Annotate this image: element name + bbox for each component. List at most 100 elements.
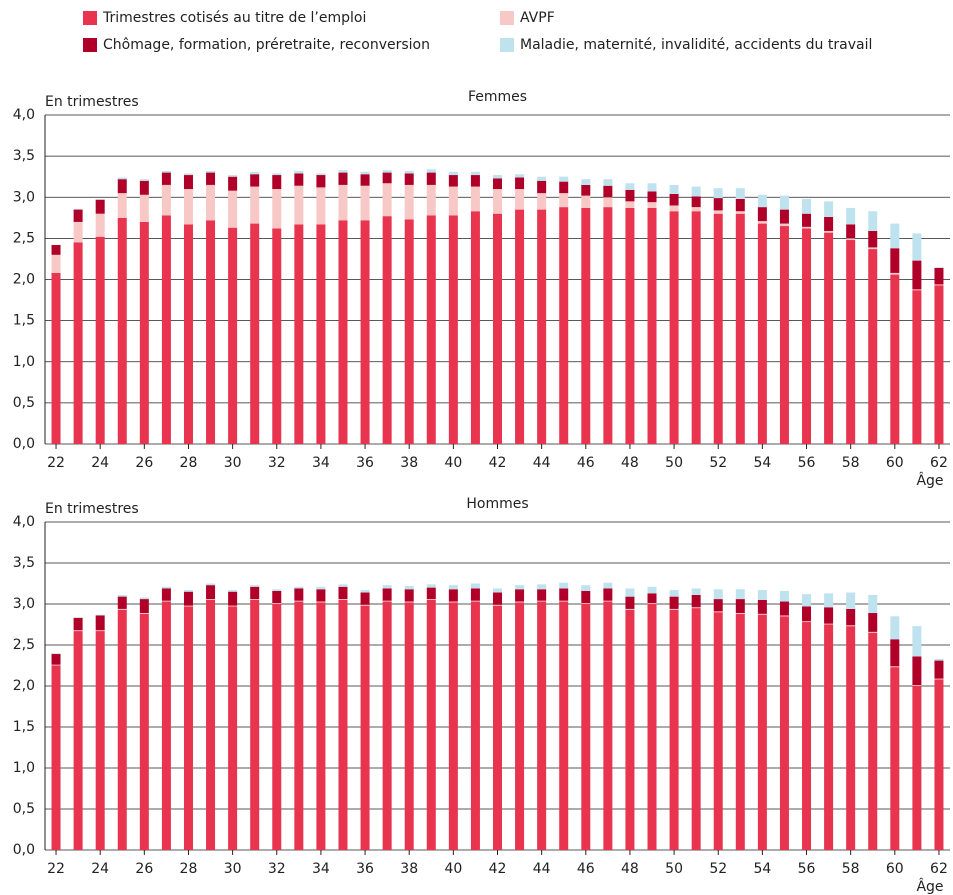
chart-title: Hommes bbox=[466, 496, 528, 512]
x-tick-label: 54 bbox=[753, 861, 771, 877]
x-tick-label: 36 bbox=[356, 861, 374, 877]
bar-segment bbox=[757, 599, 767, 614]
bar-segment bbox=[934, 284, 944, 286]
bar-segment bbox=[515, 177, 525, 190]
bar-segment bbox=[757, 614, 767, 850]
bar-segment bbox=[824, 593, 834, 608]
y-tick-label: 2,5 bbox=[13, 230, 35, 246]
bar-segment bbox=[603, 601, 613, 850]
bar-segment bbox=[735, 613, 745, 614]
bar-segment bbox=[117, 217, 127, 444]
x-tick-label: 30 bbox=[224, 455, 242, 471]
bar-segment bbox=[493, 588, 502, 593]
bar-segment bbox=[757, 207, 767, 222]
bar-segment bbox=[51, 272, 61, 444]
bar-segment bbox=[360, 590, 370, 593]
bar-segment bbox=[669, 193, 679, 206]
bar-segment bbox=[757, 223, 767, 444]
bar-segment bbox=[669, 205, 679, 212]
bar-segment bbox=[559, 582, 569, 589]
bar-segment bbox=[735, 613, 745, 850]
bar-segment bbox=[139, 613, 149, 614]
bar-segment bbox=[382, 216, 392, 444]
bar-segment bbox=[757, 613, 767, 615]
bar-segment bbox=[824, 216, 834, 231]
bar-segment bbox=[735, 211, 745, 214]
bar-segment bbox=[912, 260, 922, 290]
bar-segment bbox=[603, 185, 613, 198]
bar-segment bbox=[95, 614, 105, 616]
bar-segment bbox=[426, 215, 436, 444]
bar-segment bbox=[603, 582, 613, 589]
bar-segment bbox=[51, 664, 61, 666]
bar-segment bbox=[912, 626, 922, 657]
bar-segment bbox=[206, 184, 216, 221]
bar-segment bbox=[183, 189, 193, 225]
x-tick-label: 44 bbox=[533, 861, 551, 877]
bar-segment bbox=[338, 586, 348, 600]
bar-segment bbox=[95, 198, 105, 200]
bar-segment bbox=[448, 589, 458, 602]
bar-segment bbox=[73, 631, 83, 850]
bar-segment bbox=[846, 238, 856, 241]
bar-segment bbox=[559, 600, 569, 602]
bar-segment bbox=[647, 593, 657, 604]
bar-segment bbox=[382, 183, 392, 217]
bar-segment bbox=[338, 599, 348, 600]
bar-segment bbox=[912, 686, 922, 850]
x-tick-label: 48 bbox=[621, 455, 639, 471]
x-tick-label: 52 bbox=[709, 455, 727, 471]
bar-segment bbox=[669, 608, 679, 610]
bar-segment bbox=[382, 585, 392, 589]
bar-segment bbox=[802, 621, 812, 623]
bar-segment bbox=[294, 586, 304, 589]
bar-segment bbox=[802, 606, 812, 622]
bar-segment bbox=[735, 198, 745, 212]
bar-segment bbox=[669, 596, 679, 609]
bar-segment bbox=[537, 601, 547, 850]
bar-segment bbox=[912, 685, 922, 686]
bar-segment bbox=[338, 172, 348, 185]
bar-segment bbox=[316, 173, 326, 176]
bar-segment bbox=[250, 171, 260, 175]
bar-segment bbox=[228, 176, 238, 191]
bar-segment bbox=[537, 209, 547, 444]
bar-segment bbox=[537, 584, 547, 590]
y-tick-label: 3,0 bbox=[13, 596, 35, 612]
bar-segment bbox=[183, 224, 193, 444]
bar-segment bbox=[51, 244, 61, 255]
bar-segment bbox=[250, 599, 260, 850]
bar-segment bbox=[647, 604, 657, 850]
x-tick-label: 32 bbox=[268, 861, 286, 877]
bar-segment bbox=[448, 171, 458, 176]
bar-segment bbox=[161, 172, 171, 185]
bar-segment bbox=[581, 603, 591, 604]
bar-segment bbox=[824, 623, 834, 625]
y-tick-label: 1,0 bbox=[13, 354, 35, 370]
bar-segment bbox=[713, 611, 723, 613]
bar-segment bbox=[713, 589, 723, 600]
bar-segment bbox=[73, 208, 83, 210]
bar-segment bbox=[515, 189, 525, 210]
bar-segment bbox=[559, 588, 569, 601]
x-tick-label: 22 bbox=[47, 861, 65, 877]
bar-segment bbox=[161, 170, 171, 173]
bar-segment bbox=[824, 607, 834, 624]
bar-segment bbox=[228, 590, 238, 592]
bar-segment bbox=[95, 631, 105, 850]
bar-segment bbox=[272, 189, 282, 229]
bar-segment bbox=[272, 173, 282, 176]
y-tick-label: 0,0 bbox=[13, 842, 35, 858]
bar-segment bbox=[824, 230, 834, 233]
bar-segment bbox=[294, 173, 304, 186]
bar-segment bbox=[73, 221, 83, 243]
bar-segment bbox=[206, 583, 216, 586]
bar-segment bbox=[316, 187, 326, 225]
bar-segment bbox=[448, 175, 458, 187]
x-axis-label: Âge bbox=[916, 471, 943, 489]
bar-segment bbox=[868, 211, 878, 231]
bar-segment bbox=[294, 601, 304, 850]
bar-segment bbox=[448, 601, 458, 603]
bar-segment bbox=[117, 608, 127, 610]
bar-segment bbox=[802, 198, 812, 214]
